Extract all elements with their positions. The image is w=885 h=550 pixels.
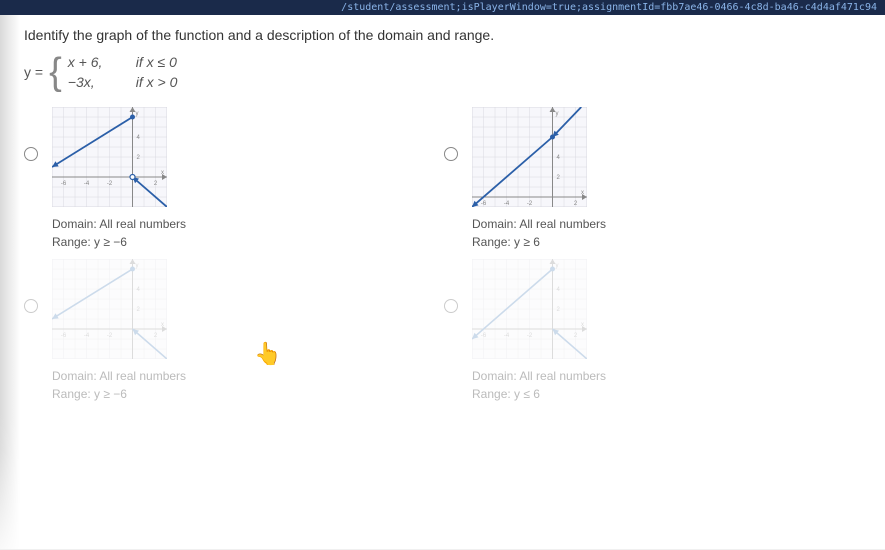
domain-label: Domain: All real numbers	[472, 217, 606, 231]
screen-glare	[0, 409, 885, 549]
svg-text:-4: -4	[84, 333, 90, 339]
question-text: Identify the graph of the function and a…	[24, 27, 861, 43]
chart-svg: -6-4-2224xy	[52, 259, 167, 359]
range-label: Range: y ≤ 6	[472, 387, 606, 401]
svg-text:-2: -2	[527, 333, 533, 339]
radio-button[interactable]	[444, 299, 458, 313]
option-c[interactable]: -6-4-2224xy Domain: All real numbers Ran…	[24, 259, 404, 401]
svg-text:-2: -2	[107, 181, 113, 187]
option-body: -6-4-2224xy Domain: All real numbers Ran…	[472, 107, 606, 249]
svg-text:-4: -4	[84, 181, 90, 187]
piecewise-equation: y = { x + 6, if x ≤ 0 −3x, if x > 0	[24, 53, 861, 91]
option-b[interactable]: -6-4-2224xy Domain: All real numbers Ran…	[444, 107, 824, 249]
graph-thumbnail: -6-4-2224xy	[52, 259, 167, 359]
option-body: -6-4-2224xy Domain: All real numbers Ran…	[472, 259, 606, 401]
range-label: Range: y ≥ −6	[52, 235, 186, 249]
domain-label: Domain: All real numbers	[52, 369, 186, 383]
graph-thumbnail: -6-4-2224xy	[472, 107, 587, 207]
url-bar: /student/assessment;isPlayerWindow=true;…	[0, 0, 885, 15]
brace-icon: {	[49, 53, 62, 91]
range-label: Range: y ≥ 6	[472, 235, 606, 249]
option-body: -6-4-2224xy Domain: All real numbers Ran…	[52, 107, 186, 249]
option-d[interactable]: -6-4-2224xy Domain: All real numbers Ran…	[444, 259, 824, 401]
svg-text:-4: -4	[504, 201, 510, 207]
piece-cond: if x ≤ 0	[136, 54, 177, 70]
range-label: Range: y ≥ −6	[52, 387, 186, 401]
piece-expr: −3x,	[68, 74, 118, 90]
option-body: -6-4-2224xy Domain: All real numbers Ran…	[52, 259, 186, 401]
options-grid: -6-4-2224xy Domain: All real numbers Ran…	[24, 107, 861, 401]
option-a[interactable]: -6-4-2224xy Domain: All real numbers Ran…	[24, 107, 404, 249]
svg-text:-6: -6	[61, 333, 67, 339]
graph-thumbnail: -6-4-2224xy	[52, 107, 167, 207]
piece-cond: if x > 0	[136, 74, 178, 90]
radio-button[interactable]	[24, 299, 38, 313]
piecewise-row: −3x, if x > 0	[68, 74, 178, 90]
piecewise-rows: x + 6, if x ≤ 0 −3x, if x > 0	[68, 54, 178, 90]
svg-text:-2: -2	[107, 333, 113, 339]
svg-text:-2: -2	[527, 201, 533, 207]
svg-text:-6: -6	[61, 181, 67, 187]
graph-thumbnail: -6-4-2224xy	[472, 259, 587, 359]
radio-button[interactable]	[444, 147, 458, 161]
svg-text:-6: -6	[481, 333, 487, 339]
svg-text:-4: -4	[504, 333, 510, 339]
svg-text:y: y	[136, 263, 139, 269]
domain-label: Domain: All real numbers	[472, 369, 606, 383]
svg-text:y: y	[556, 111, 559, 117]
left-shadow	[0, 15, 20, 549]
svg-text:y: y	[136, 111, 139, 117]
chart-svg: -6-4-2224xy	[472, 107, 587, 207]
chart-svg: -6-4-2224xy	[472, 259, 587, 359]
chart-svg: -6-4-2224xy	[52, 107, 167, 207]
equation-lhs: y =	[24, 64, 43, 80]
piece-expr: x + 6,	[68, 54, 118, 70]
radio-button[interactable]	[24, 147, 38, 161]
svg-text:y: y	[556, 263, 559, 269]
piecewise-row: x + 6, if x ≤ 0	[68, 54, 178, 70]
domain-label: Domain: All real numbers	[52, 217, 186, 231]
svg-text:-6: -6	[481, 201, 487, 207]
content-area: Identify the graph of the function and a…	[0, 15, 885, 549]
